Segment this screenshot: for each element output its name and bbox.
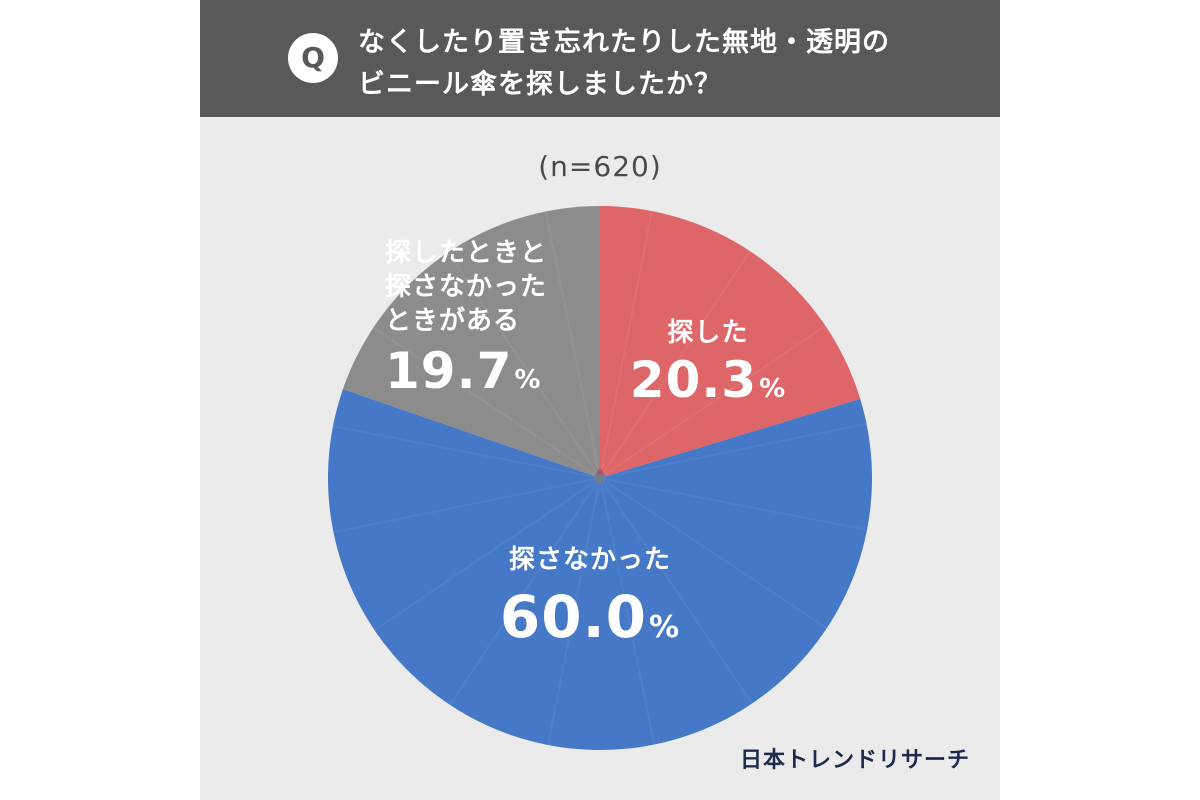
umbrella-rib: [599, 477, 656, 745]
slice-label-both: 探したときと 探さなかった ときがある 19.7%: [385, 236, 547, 413]
umbrella-rib: [599, 325, 827, 479]
question-text-line-2: ビニール傘を探しましたか？: [358, 69, 722, 100]
slice-value-number: 19.7: [385, 342, 513, 400]
umbrella-rib: [447, 251, 601, 479]
pie-slice-1: [328, 389, 873, 750]
question-header: Q なくしたり置き忘れたりした無地・透明の ビニール傘を探しましたか？: [200, 0, 1000, 117]
chart-panel: Q なくしたり置き忘れたりした無地・透明の ビニール傘を探しましたか？ (n=6…: [200, 0, 1000, 800]
umbrella-tip-icon: [597, 469, 603, 475]
slice-name-line-2: 探さなかった: [385, 272, 548, 302]
umbrella-rib: [373, 477, 601, 631]
slice-label-not-searched: 探さなかった 60.0%: [460, 543, 720, 668]
percent-sign: %: [514, 365, 542, 395]
umbrella-rib: [599, 422, 867, 479]
umbrella-rib: [372, 327, 601, 479]
umbrella-rib: [599, 250, 751, 479]
slice-value: 20.3%: [628, 350, 788, 419]
pie-slice-0: [600, 206, 861, 478]
slice-value: 60.0%: [460, 577, 720, 668]
pie-chart: [328, 206, 873, 750]
slice-name-line-3: ときがある: [385, 306, 521, 336]
slice-name-line-1: 探したときと: [385, 238, 548, 268]
slice-value-number: 20.3: [629, 351, 758, 409]
question-text-line-1: なくしたり置き忘れたりした無地・透明の: [358, 27, 890, 58]
umbrella-rib: [599, 477, 753, 705]
umbrella-rib: [599, 477, 828, 629]
brand-logo-text: 日本トレンドリサーチ: [739, 748, 970, 773]
umbrella-rib: [332, 425, 601, 479]
umbrella-rib: [547, 477, 601, 746]
umbrella-rib: [599, 210, 653, 479]
pie-slice-2: [342, 206, 600, 478]
umbrella-center-icon: [594, 472, 606, 484]
slice-value-number: 60.0: [499, 583, 648, 651]
percent-sign: %: [649, 610, 681, 645]
umbrella-rib: [333, 477, 601, 534]
sample-size: (n=620): [538, 150, 662, 183]
percent-sign: %: [759, 374, 787, 404]
question-q-icon: Q: [288, 33, 338, 83]
slice-name: 探さなかった: [508, 545, 671, 575]
umbrella-rib: [449, 477, 601, 706]
slice-name: 探した: [667, 318, 749, 348]
slice-value: 19.7%: [385, 338, 547, 413]
slice-label-searched: 探した 20.3%: [628, 316, 788, 419]
umbrella-rib: [544, 211, 601, 479]
umbrella-rib: [599, 477, 868, 531]
